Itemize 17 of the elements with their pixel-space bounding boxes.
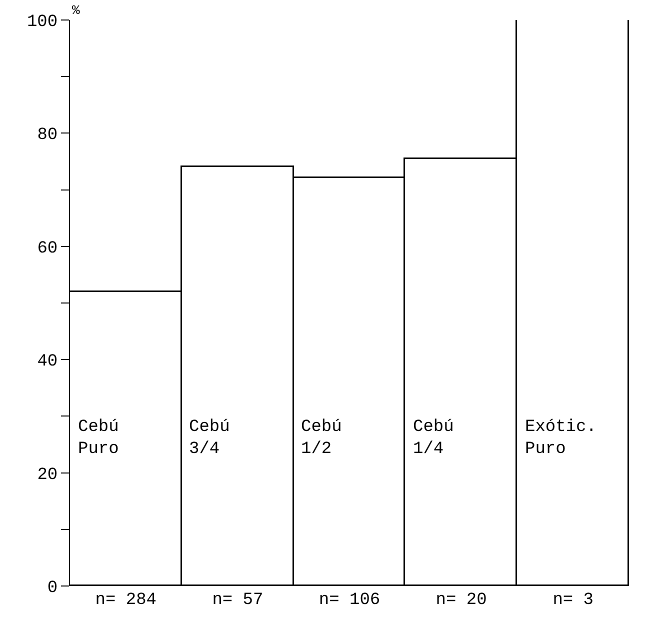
y-tick-label: 60 [37,239,58,258]
annotation: Cebú 1/4 [413,418,454,460]
x-tick-label: n= 57 [212,591,264,610]
x-tick-label: n= 3 [552,591,594,610]
y-tick-label: 0 [47,578,58,598]
y-tick-label: 40 [37,352,58,372]
x-tick-label: n= 20 [436,591,487,610]
annotation: Exótic. Puro [525,418,596,460]
y-tick-label: 100 [26,12,58,32]
y-tick-label: 20 [37,466,58,485]
x-tick-label: n= 106 [318,591,380,610]
y-axis-title: % [72,3,80,18]
y-tick-label: 80 [37,126,58,146]
annotation: Cebú 1/2 [301,418,342,460]
annotation: Cebú 3/4 [189,418,230,460]
x-tick-label: n= 284 [95,591,157,610]
annotation: Cebú Puro [78,418,119,460]
